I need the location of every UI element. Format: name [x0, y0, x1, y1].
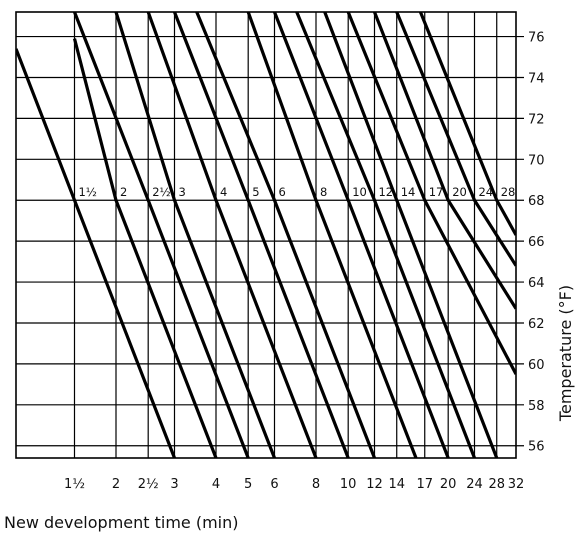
curve-label-28: 28 — [501, 185, 516, 199]
curve-label-10: 10 — [352, 185, 367, 199]
x-tick-label: 28 — [488, 477, 505, 492]
x-tick-label: 17 — [416, 477, 433, 492]
series-line-4 — [146, 12, 318, 458]
x-tick-label: 8 — [312, 477, 320, 492]
series-line-8 — [246, 12, 418, 458]
x-tick-label: 32 — [508, 477, 525, 492]
y-tick-label: 58 — [528, 399, 545, 414]
x-axis-label: New development time (min) — [4, 513, 239, 532]
curve-label-12: 12 — [378, 185, 393, 199]
x-tick-label: 10 — [340, 477, 357, 492]
series-line-10 — [273, 12, 450, 458]
curve-label-8: 8 — [320, 185, 327, 199]
curves — [16, 12, 516, 458]
curve-label-14: 14 — [401, 185, 416, 199]
x-tick-label: 1½ — [64, 477, 85, 492]
series-line-28 — [418, 12, 516, 236]
curve-label-1½: 1½ — [78, 185, 96, 199]
x-tick-label: 2 — [112, 477, 120, 492]
y-tick-label: 64 — [528, 276, 545, 291]
x-tick-label: 4 — [212, 477, 220, 492]
x-tick-label: 20 — [440, 477, 457, 492]
series-line-5 — [173, 12, 350, 458]
y-tick-label: 68 — [528, 194, 545, 209]
y-tick-label: 56 — [528, 440, 545, 455]
y-tick-label: 70 — [528, 153, 545, 168]
curve-label-2½: 2½ — [152, 185, 170, 199]
series-line-3 — [114, 12, 276, 458]
series-line-1½ — [16, 48, 176, 458]
y-tick-labels: 56 58 60 62 64 66 68 70 72 74 76 — [528, 31, 545, 455]
plot-frame — [15, 11, 517, 459]
series-line-6 — [195, 12, 376, 458]
curve-label-20: 20 — [452, 185, 467, 199]
grid-vertical-lines — [73, 12, 498, 458]
y-tick-label: 74 — [528, 71, 545, 86]
curve-label-17: 17 — [429, 185, 444, 199]
x-tick-labels: 1½ 2 2½ 3 4 5 6 8 10 12 14 17 20 24 28 32 — [64, 477, 524, 492]
curve-label-24: 24 — [478, 185, 493, 199]
series-line-24 — [395, 12, 516, 267]
x-tick-label: 6 — [270, 477, 278, 492]
curve-label-6: 6 — [278, 185, 285, 199]
y-tick-label: 60 — [528, 358, 545, 373]
series-line-2 — [72, 38, 218, 458]
series-line-2½ — [73, 12, 250, 458]
reference-marks: 1½ 2 2½ 3 4 5 6 8 10 12 14 17 20 24 28 — [78, 185, 515, 199]
y-tick-label: 72 — [528, 112, 545, 127]
y-tick-label: 62 — [528, 317, 545, 332]
x-tick-label: 12 — [366, 477, 383, 492]
y-axis-label: Temperature (°F) — [556, 285, 575, 422]
curve-label-5: 5 — [252, 185, 259, 199]
x-tick-label: 3 — [170, 477, 178, 492]
series-line-17 — [346, 12, 516, 375]
curve-label-3: 3 — [178, 185, 185, 199]
x-tick-label: 2½ — [138, 477, 159, 492]
curve-label-2: 2 — [120, 185, 127, 199]
y-tick-label: 76 — [528, 31, 545, 46]
y-tick-label: 66 — [528, 235, 545, 250]
x-tick-label: 14 — [388, 477, 405, 492]
x-tick-label: 24 — [466, 477, 483, 492]
grid-horizontal-lines — [16, 35, 524, 447]
series-line-20 — [373, 12, 516, 310]
series-line-14 — [323, 12, 499, 458]
curve-label-4: 4 — [220, 185, 227, 199]
series-line-12 — [295, 12, 476, 458]
x-tick-label: 5 — [244, 477, 252, 492]
